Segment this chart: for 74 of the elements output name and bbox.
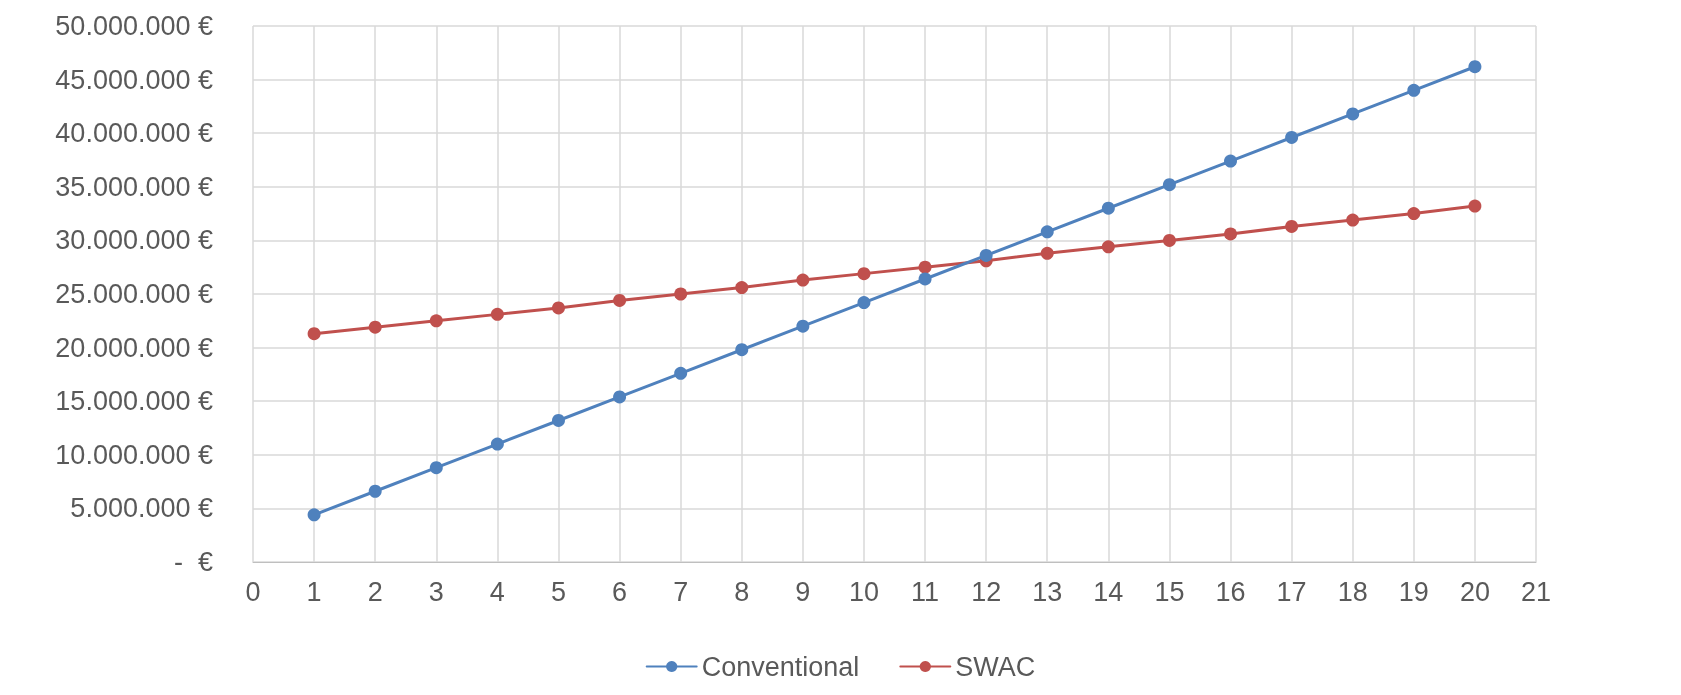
x-tick-label: 2 bbox=[367, 576, 383, 607]
point bbox=[551, 414, 565, 427]
x-tick-label: 0 bbox=[245, 576, 261, 607]
point bbox=[1285, 130, 1299, 144]
y-tick-label: 50.000.000 € bbox=[55, 11, 213, 41]
x-tick-label: 16 bbox=[1215, 576, 1246, 607]
y-tick-label: - € bbox=[173, 547, 213, 577]
x-tick-label: 14 bbox=[1093, 576, 1124, 607]
point bbox=[368, 320, 382, 334]
x-tick-label: 9 bbox=[795, 576, 811, 607]
point bbox=[1407, 207, 1421, 221]
x-tick-label: 6 bbox=[612, 576, 628, 607]
point bbox=[551, 301, 565, 315]
x-tick-label: 8 bbox=[734, 576, 750, 607]
y-tick-label: 30.000.000 € bbox=[55, 225, 213, 256]
legend-label: Conventional bbox=[701, 651, 860, 682]
x-tick-label: 5 bbox=[550, 576, 566, 607]
point bbox=[1468, 199, 1482, 213]
point bbox=[613, 293, 627, 307]
point bbox=[674, 366, 688, 380]
point bbox=[307, 327, 321, 341]
point bbox=[857, 296, 871, 310]
point bbox=[735, 343, 749, 357]
point bbox=[979, 248, 993, 262]
x-tick-label: 7 bbox=[673, 576, 689, 607]
x-tick-label: 13 bbox=[1032, 576, 1063, 607]
x-tick-label: 15 bbox=[1154, 576, 1185, 607]
point bbox=[1224, 227, 1238, 241]
point bbox=[1101, 201, 1115, 215]
y-tick-label: 15.000.000 € bbox=[55, 386, 213, 417]
x-tick-label: 17 bbox=[1276, 576, 1307, 607]
point bbox=[307, 508, 321, 522]
legend-label: SWAC bbox=[955, 651, 1036, 682]
point bbox=[918, 272, 932, 286]
point bbox=[1162, 233, 1176, 247]
y-tick-label: 40.000.000 € bbox=[55, 118, 213, 149]
point bbox=[1407, 83, 1421, 97]
point bbox=[429, 314, 443, 328]
point bbox=[429, 461, 443, 475]
point bbox=[1468, 60, 1482, 74]
point bbox=[490, 437, 504, 451]
x-tick-label: 10 bbox=[848, 576, 879, 607]
point bbox=[918, 260, 932, 274]
point bbox=[613, 390, 627, 404]
point bbox=[1040, 246, 1054, 260]
y-tick-label: 35.000.000 € bbox=[55, 171, 213, 202]
point bbox=[674, 287, 688, 301]
x-tick-label: 19 bbox=[1398, 576, 1429, 607]
point bbox=[1162, 178, 1176, 192]
point bbox=[490, 307, 504, 321]
x-tick-label: 4 bbox=[489, 576, 505, 607]
point bbox=[735, 281, 749, 295]
point bbox=[1224, 154, 1238, 168]
point bbox=[1101, 240, 1115, 254]
point bbox=[368, 484, 382, 498]
point bbox=[796, 273, 810, 287]
y-tick-label: 25.000.000 € bbox=[55, 279, 213, 309]
point bbox=[857, 267, 871, 281]
x-tick-label: 21 bbox=[1520, 576, 1552, 607]
x-tick-label: 3 bbox=[428, 576, 444, 607]
x-tick-label: 12 bbox=[971, 576, 1002, 607]
y-tick-label: 20.000.000 € bbox=[55, 332, 213, 363]
point bbox=[1346, 213, 1360, 227]
x-tick-label: 18 bbox=[1337, 576, 1368, 607]
point bbox=[1285, 219, 1299, 233]
y-tick-label: 45.000.000 € bbox=[55, 64, 213, 95]
x-tick-label: 20 bbox=[1459, 576, 1490, 607]
point bbox=[796, 319, 810, 333]
x-tick-label: 11 bbox=[911, 576, 940, 607]
point bbox=[1040, 225, 1054, 239]
x-tick-label: 1 bbox=[306, 576, 322, 607]
y-tick-label: 10.000.000 € bbox=[55, 439, 213, 470]
y-tick-label: 5.000.000 € bbox=[70, 493, 213, 524]
point bbox=[1346, 107, 1360, 121]
